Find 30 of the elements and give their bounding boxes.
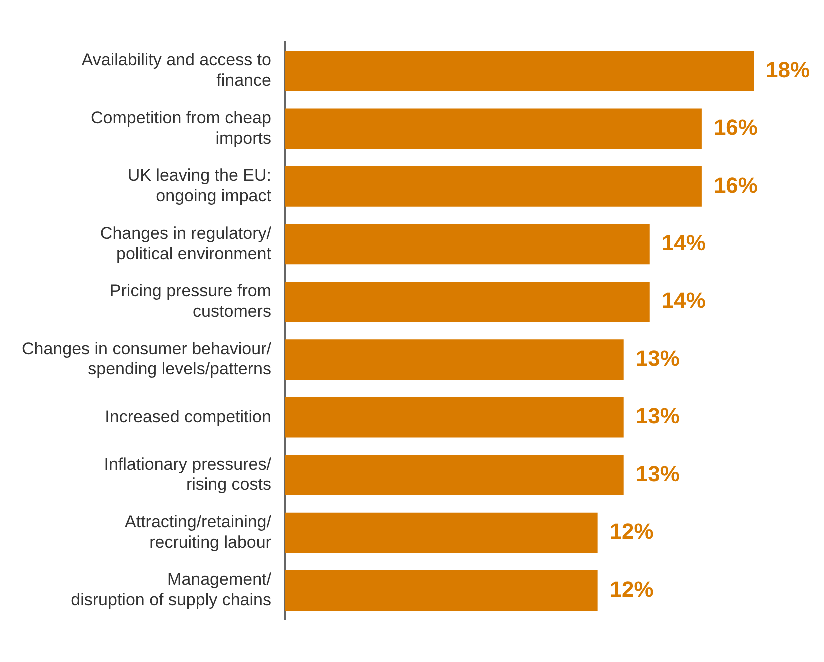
data-label: 16%	[714, 172, 758, 198]
y-tick-label: Changes in regulatory/ political environment	[100, 224, 272, 264]
bar	[285, 340, 624, 380]
y-tick-label: Competition from cheap imports	[90, 108, 272, 148]
y-tick-label: UK leaving the EU: ongoing impact	[128, 166, 272, 206]
data-label: 13%	[636, 404, 680, 429]
bar	[285, 224, 650, 265]
bar	[285, 166, 702, 207]
y-tick-label: Attracting/retaining/ recruiting labour	[125, 512, 272, 552]
data-label: 16%	[714, 115, 758, 140]
y-tick-label: Availability and access to finance	[82, 50, 272, 90]
data-label: 13%	[636, 346, 680, 371]
data-label: 13%	[636, 461, 680, 486]
data-label: 14%	[662, 288, 706, 314]
data-label: 14%	[662, 230, 706, 256]
y-tick-label: Increased competition	[105, 407, 272, 426]
data-label: 12%	[610, 519, 654, 544]
bar	[285, 108, 702, 150]
y-tick-label: Changes in consumer behaviour/ spending levels/patterns	[22, 339, 272, 379]
bar	[285, 282, 650, 322]
bar	[285, 51, 754, 92]
bar	[285, 570, 598, 611]
bar	[285, 512, 598, 554]
data-label: 18%	[766, 57, 810, 82]
bar	[285, 397, 624, 438]
y-tick-label: Inflationary pressures/ rising costs	[104, 454, 272, 494]
data-label: 12%	[610, 576, 654, 602]
bar	[285, 455, 624, 496]
y-tick-label: Management/ disruption of supply chains	[71, 570, 272, 610]
y-tick-label: Pricing pressure from customers	[110, 282, 272, 322]
